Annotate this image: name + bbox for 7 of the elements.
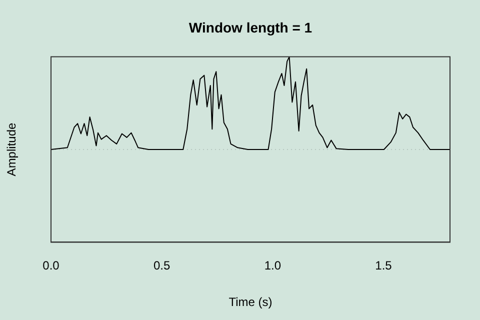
x-tick-label: 0.0 (42, 258, 60, 273)
x-tick-label: 1.0 (264, 258, 282, 273)
x-axis-title: Time (s) (228, 295, 272, 310)
x-tick-label: 0.5 (153, 258, 170, 273)
chart-title: Window length = 1 (188, 19, 312, 36)
y-axis-title: Amplitude (4, 122, 18, 176)
x-tick-label: 1.5 (375, 258, 392, 273)
